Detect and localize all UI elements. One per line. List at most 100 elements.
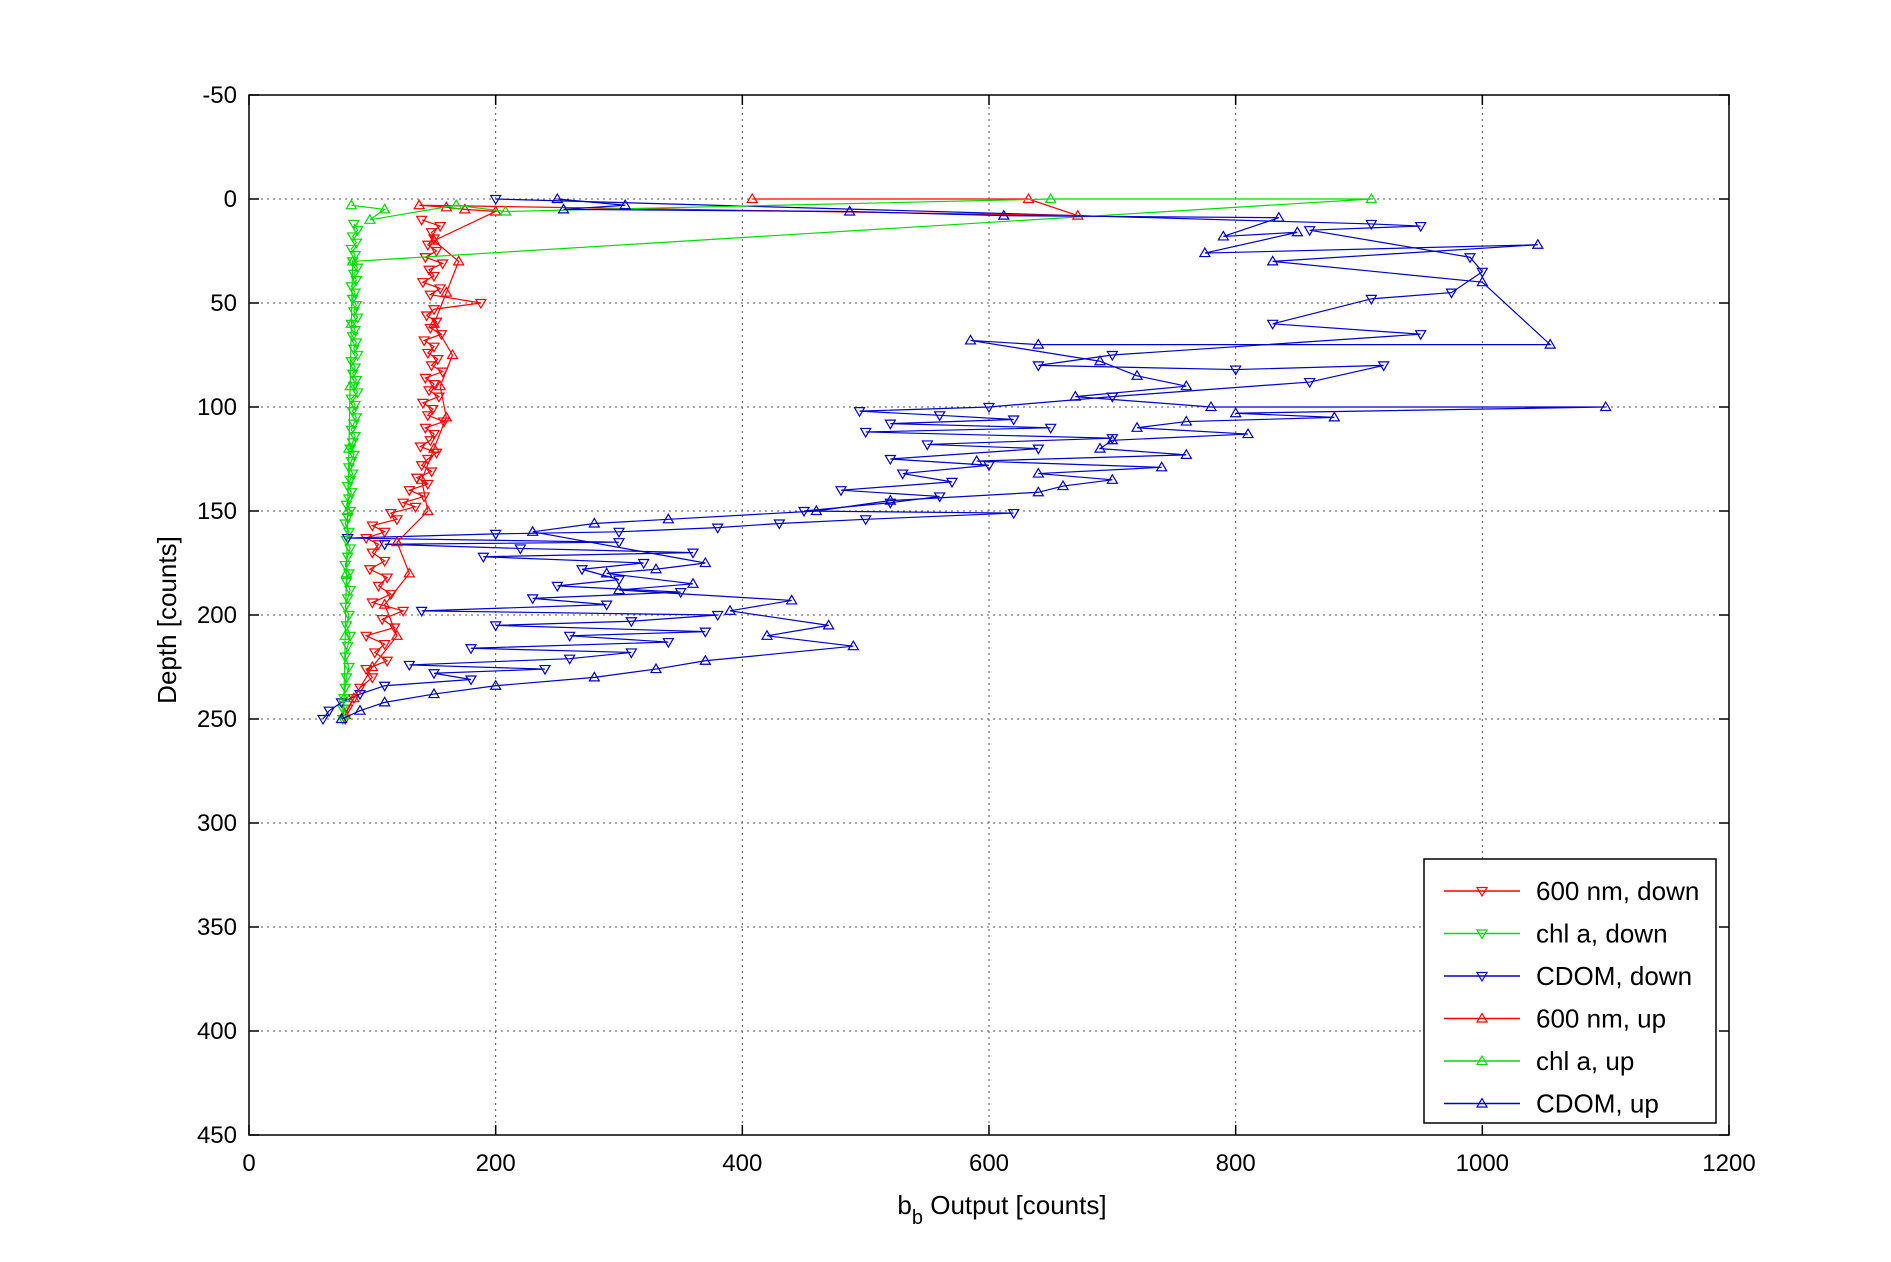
data-point [350, 413, 363, 424]
legend-swatch-marker [1475, 1054, 1489, 1066]
y-tick-label: -50 [202, 82, 237, 109]
series-line [344, 198, 1078, 716]
data-point [426, 404, 439, 416]
legend-items: 600 nm, down chl a, down CDOM, down 600 nm,… [1444, 876, 1699, 1119]
data-point [1198, 246, 1211, 258]
data-point [347, 419, 360, 430]
data-point [345, 282, 358, 293]
y-tick-label: 50 [210, 290, 237, 317]
data-point [421, 454, 434, 466]
data-point [316, 714, 330, 726]
legend-entry: CDOM, down [1444, 961, 1692, 991]
data-point [711, 610, 724, 622]
data-point [421, 411, 434, 422]
data-point [1414, 330, 1427, 341]
data-point [353, 689, 367, 701]
legend-swatch-marker [1475, 929, 1489, 940]
data-point [360, 631, 373, 642]
data-point [970, 454, 983, 466]
legend-box [1423, 858, 1717, 1124]
data-point [397, 606, 410, 618]
data-point [649, 662, 663, 674]
data-point [341, 594, 354, 605]
data-point [1328, 411, 1341, 422]
data-point [351, 388, 364, 399]
data-point [344, 631, 357, 642]
y-tick-label: 250 [197, 706, 237, 733]
data-point [526, 594, 539, 605]
legend-swatch-marker [1475, 1097, 1489, 1108]
data-point [390, 629, 404, 640]
data-point [349, 363, 362, 374]
data-point [378, 681, 391, 692]
y-tick-label: 150 [197, 498, 237, 525]
data-point [446, 348, 459, 360]
data-point [415, 215, 428, 226]
data-point [723, 604, 737, 615]
data-point [437, 417, 450, 428]
data-point [419, 423, 432, 434]
data-point [342, 494, 355, 505]
legend-entry: 600 nm, up [1444, 1004, 1666, 1034]
data-point [366, 673, 379, 684]
legend-swatch-marker [1475, 886, 1489, 898]
data-point [982, 402, 996, 414]
data-point [649, 563, 663, 574]
data-point [363, 565, 376, 576]
data-point [340, 567, 353, 578]
data-point [699, 556, 712, 568]
data-point [397, 498, 410, 509]
data-point [612, 538, 626, 549]
data-point [1007, 508, 1020, 520]
data-point [427, 317, 441, 328]
data-point [345, 488, 358, 499]
data-point [415, 473, 428, 484]
data-point [323, 706, 336, 717]
data-point [347, 382, 360, 393]
x-tick-label: 1000 [1456, 1150, 1509, 1177]
data-point [1180, 415, 1193, 426]
data-point [834, 486, 848, 497]
data-point [1463, 253, 1477, 264]
data-point [353, 704, 367, 715]
data-point [347, 269, 360, 281]
data-point [884, 494, 897, 505]
data-point [390, 515, 404, 526]
data-point [1445, 288, 1458, 299]
series-1 [336, 219, 364, 726]
data-point [1071, 209, 1084, 220]
x-tick-label: 0 [242, 1150, 255, 1177]
data-point [1093, 442, 1107, 453]
series-line [341, 198, 1606, 720]
data-point [489, 621, 502, 632]
data-point [662, 637, 675, 649]
legend-swatch-marker [1475, 971, 1489, 983]
data-point [464, 675, 478, 686]
data-point [347, 692, 360, 703]
data-point [1093, 355, 1107, 366]
data-point [430, 246, 443, 258]
data-point [427, 342, 441, 353]
data-point [1106, 473, 1119, 484]
data-point [415, 606, 428, 618]
data-point [424, 436, 437, 447]
data-point [1106, 350, 1119, 362]
data-point [410, 473, 423, 484]
data-point [699, 654, 712, 665]
data-point [686, 548, 700, 559]
data-point [351, 226, 364, 237]
data-point [822, 619, 835, 630]
data-point [464, 644, 478, 655]
data-point [551, 192, 564, 204]
data-point [1130, 421, 1144, 432]
data-point [896, 469, 909, 480]
data-point [489, 529, 502, 541]
data-point [360, 664, 373, 676]
data-point [390, 536, 404, 547]
data-point [674, 588, 687, 599]
data-point [1180, 380, 1193, 391]
data-point [366, 521, 379, 532]
data-point [346, 257, 359, 268]
legend-label: chl a, up [1536, 1046, 1634, 1076]
